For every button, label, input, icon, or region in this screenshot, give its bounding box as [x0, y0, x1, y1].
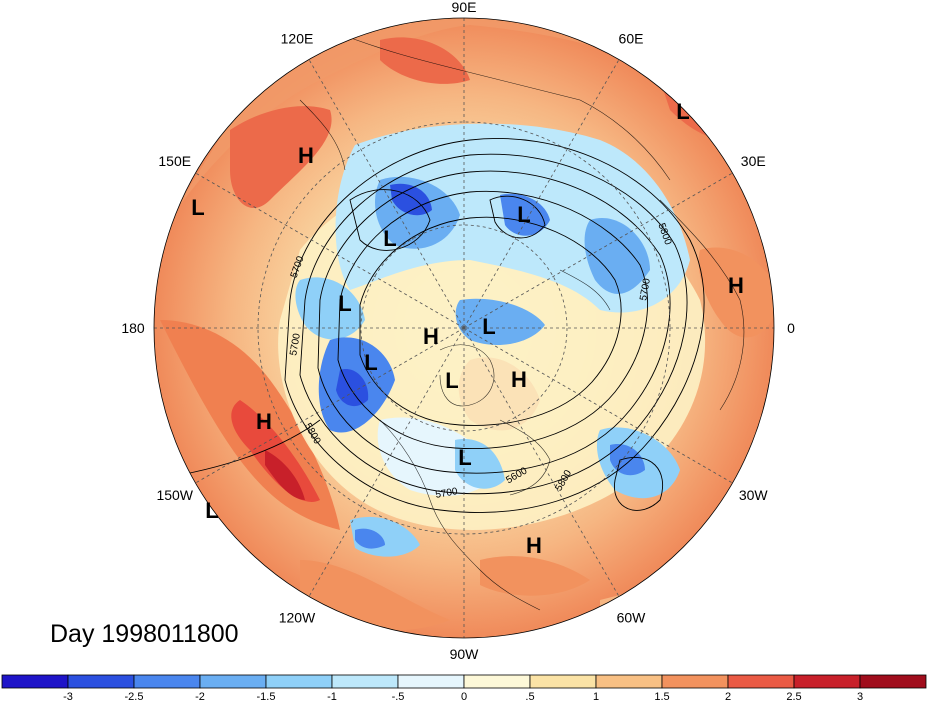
contour-label-4: 5700	[638, 277, 653, 301]
colorbar-tick-3: -1.5	[257, 691, 276, 702]
colorbar-tick-11: 2.5	[786, 691, 801, 702]
low-center-4: L	[383, 226, 396, 251]
lon-label-10: 150E	[158, 153, 191, 169]
high-center-8: H	[423, 324, 439, 349]
colorbar-tick-5: -.5	[392, 691, 405, 702]
lon-label-3: 0	[787, 320, 795, 336]
colorbar-tick-9: 1.5	[654, 691, 669, 702]
high-center-11: H	[511, 367, 527, 392]
colorbar-box-3	[199, 674, 267, 689]
height-contours	[154, 138, 705, 513]
colorbar-tick-4: -1	[327, 691, 337, 702]
lon-label-0: 90E	[452, 0, 477, 15]
lon-label-6: 90W	[450, 646, 480, 660]
colorbar-box-0	[1, 674, 69, 689]
low-center-2: L	[191, 195, 204, 220]
high-center-15: H	[526, 533, 542, 558]
lon-label-1: 60E	[619, 31, 644, 47]
colorbar-box-6	[397, 674, 465, 689]
graticule	[154, 18, 774, 638]
longitude-labels: 90E 60E 30E 0 30W 60W 90W 120W 150W 180 150E 120E	[121, 0, 795, 660]
colorbar-box-12	[793, 674, 861, 689]
map-title: Day 1998011800	[50, 620, 239, 648]
colorbar-tick-10: 2	[725, 691, 731, 702]
low-center-9: L	[364, 350, 377, 375]
colorbar-tick-2: -2	[195, 691, 205, 702]
colorbar-box-8	[529, 674, 597, 689]
colorbar-box-7	[463, 674, 531, 689]
contour-label-1: 5700	[288, 332, 303, 356]
high-center-12: H	[256, 409, 272, 434]
polar-map: 90E 60E 30E 0 30W 60W 90W 120W 150W 180 150E 120E 5…	[121, 0, 795, 660]
low-center-13: L	[458, 445, 471, 470]
lon-label-4: 30W	[739, 487, 769, 503]
lon-label-9: 180	[121, 320, 145, 336]
low-center-3: L	[517, 202, 530, 227]
low-center-10: L	[445, 368, 458, 393]
low-center-0: L	[676, 99, 689, 124]
colorbar-box-11	[727, 674, 795, 689]
colorbar-box-5	[331, 674, 399, 689]
colorbar-box-1	[67, 674, 135, 689]
lon-label-2: 30E	[741, 153, 766, 169]
high-center-1: H	[298, 143, 314, 168]
colorbar-tick-12: 3	[857, 691, 863, 702]
lon-label-11: 120E	[281, 31, 314, 47]
lon-label-7: 120W	[279, 609, 316, 625]
colorbar-tick-8: 1	[593, 691, 599, 702]
colorbar-box-2	[133, 674, 201, 689]
anomaly-field	[154, 18, 774, 638]
map-boundary	[153, 17, 775, 639]
lon-label-5: 60W	[617, 609, 647, 625]
low-center-14: L	[205, 498, 218, 523]
high-center-5: H	[728, 273, 744, 298]
colorbar-box-10	[661, 674, 729, 689]
colorbar-tick-7: .5	[525, 691, 534, 702]
colorbar-tick-6: 0	[461, 691, 467, 702]
low-center-7: L	[482, 314, 495, 339]
colorbar-box-13	[859, 674, 927, 689]
lon-label-8: 150W	[156, 487, 193, 503]
colorbar-tick-1: -2.5	[125, 691, 144, 702]
low-center-6: L	[338, 291, 351, 316]
colorbar-tick-0: -3	[63, 691, 73, 702]
colorbar-box-9	[595, 674, 663, 689]
colorbar-box-4	[265, 674, 333, 689]
contour-label-7: 5700	[435, 486, 459, 501]
